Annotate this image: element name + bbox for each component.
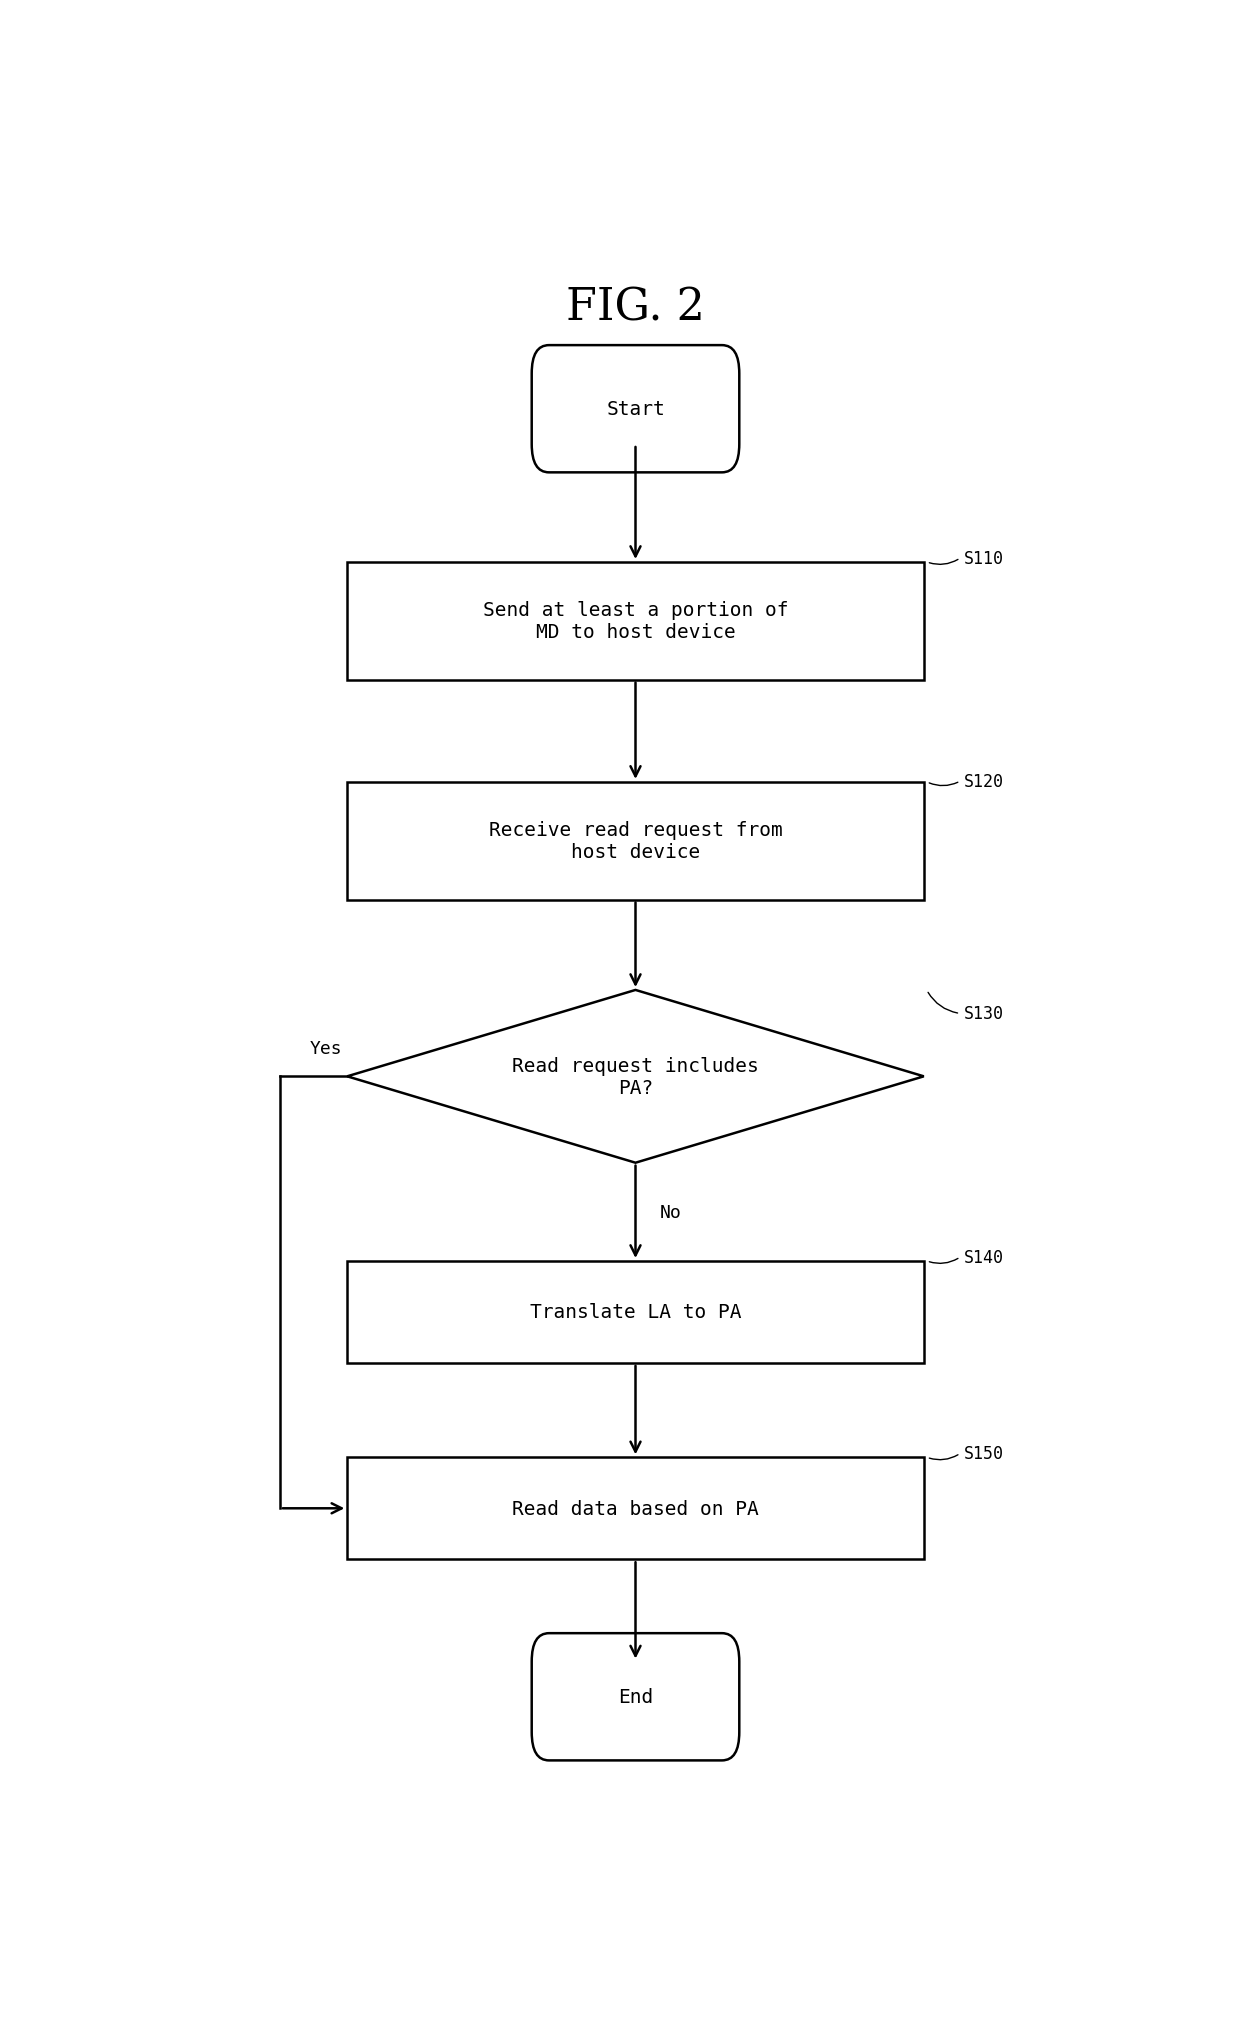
Text: Send at least a portion of
MD to host device: Send at least a portion of MD to host de… bbox=[482, 602, 789, 642]
Text: Read request includes
PA?: Read request includes PA? bbox=[512, 1056, 759, 1097]
Text: End: End bbox=[618, 1688, 653, 1707]
Text: Start: Start bbox=[606, 400, 665, 420]
Text: S110: S110 bbox=[965, 551, 1004, 567]
Text: Translate LA to PA: Translate LA to PA bbox=[529, 1303, 742, 1321]
Text: Yes: Yes bbox=[310, 1040, 342, 1058]
Text: S130: S130 bbox=[965, 1005, 1004, 1024]
Text: S140: S140 bbox=[965, 1248, 1004, 1266]
Bar bbox=[347, 783, 924, 899]
FancyBboxPatch shape bbox=[532, 1633, 739, 1760]
Polygon shape bbox=[347, 991, 924, 1162]
Text: Receive read request from
host device: Receive read request from host device bbox=[489, 822, 782, 862]
Text: Read data based on PA: Read data based on PA bbox=[512, 1499, 759, 1519]
Bar bbox=[347, 1458, 924, 1560]
Bar bbox=[347, 563, 924, 681]
FancyBboxPatch shape bbox=[532, 347, 739, 473]
Text: S120: S120 bbox=[965, 773, 1004, 791]
Text: FIG. 2: FIG. 2 bbox=[567, 285, 704, 328]
Text: S150: S150 bbox=[965, 1444, 1004, 1462]
Bar bbox=[347, 1262, 924, 1364]
Text: No: No bbox=[660, 1203, 681, 1221]
